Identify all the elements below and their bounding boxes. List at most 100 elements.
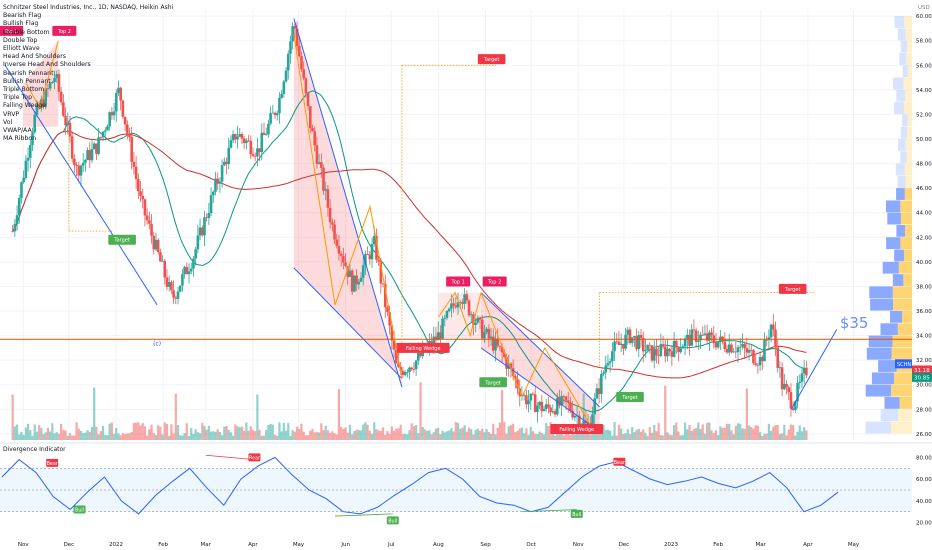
legend-item[interactable]: Bullish Pennant (3, 77, 51, 85)
legend-item[interactable]: Falling Wedge (3, 102, 46, 110)
volume-bar (728, 423, 731, 440)
candle-body (306, 92, 310, 107)
legend-item[interactable]: Bearish Flag (3, 12, 42, 20)
x-tick-label: Nov (18, 542, 29, 548)
candle-body (622, 343, 625, 349)
volume-bar (659, 435, 662, 440)
candle-body (176, 291, 180, 299)
candle-body (170, 282, 173, 291)
candle-body (749, 349, 753, 351)
candle-body (403, 372, 407, 376)
vrvp-bar-down (900, 237, 912, 250)
candle-body (196, 235, 200, 250)
ticker-tag-text: SCHN (897, 362, 911, 368)
legend-item[interactable]: VWAP/AA (3, 127, 32, 135)
y-tick-label: 48.00 (916, 162, 932, 168)
volume-bar (452, 431, 455, 440)
legend-item[interactable]: Triple Top (3, 94, 32, 102)
candle-body (260, 132, 264, 153)
vrvp-bar-down (893, 372, 912, 385)
osc-y-tick-label: 60.00 (916, 477, 932, 483)
candle-body (648, 344, 652, 346)
volume-bar (381, 427, 385, 440)
volume-bar (761, 435, 764, 440)
vrvp-bar-up (897, 175, 906, 188)
x-tick-label: Aug (433, 542, 444, 548)
legend-item[interactable]: Inverse Head And Shoulders (3, 61, 91, 69)
candle-body (474, 322, 477, 325)
legend-item[interactable]: Bullish Flag (3, 20, 39, 28)
candle-body (106, 126, 109, 131)
volume-bar (192, 433, 195, 440)
legend-item[interactable]: Double Bottom (3, 28, 50, 36)
volume-bar (300, 423, 303, 440)
pattern-label-chip (396, 342, 450, 353)
candle-body (555, 397, 559, 415)
volume-bar (781, 433, 784, 440)
candle-body (467, 300, 471, 316)
volume-bar (672, 425, 676, 440)
legend-item[interactable]: Vol (3, 118, 13, 126)
candle-body (253, 155, 257, 157)
volume-bar (772, 426, 775, 440)
candle-body (677, 347, 680, 353)
price-axis[interactable]: USD 60.00 58.00 56.00 54.00 52.00 50.00 48.00 46… (895, 5, 932, 438)
candle-body (174, 297, 178, 299)
volume-bar (57, 433, 61, 440)
x-tick-label: Oct (526, 542, 536, 548)
volume-bar (342, 428, 345, 440)
candle-body (637, 334, 641, 350)
volume-bar (174, 393, 177, 440)
volume-bar (547, 426, 550, 440)
legend-item[interactable]: Elliott Wave (3, 45, 40, 53)
legend-item[interactable]: Bearish Pennant (3, 69, 54, 77)
double-top-fill (438, 292, 481, 338)
vrvp-bar-up (894, 16, 905, 28)
candle-body (286, 53, 290, 71)
candle-body (401, 370, 405, 376)
legend-item[interactable]: VRVP (3, 110, 20, 118)
legend-item[interactable]: Triple Bottom (3, 86, 45, 94)
candle-body (613, 341, 616, 352)
volume-bar (478, 430, 482, 440)
time-axis[interactable]: Nov Dec 2022 Feb Mar Apr May Jun Jul Aug Sep Oct Nov… (18, 542, 860, 548)
volume-bar (265, 429, 268, 440)
candle-body (178, 285, 182, 292)
volume-bar (148, 429, 151, 440)
candle-body (661, 344, 665, 347)
candle-body (465, 294, 469, 301)
vrvp-bar-down (899, 397, 912, 409)
candle-body (262, 132, 266, 135)
pattern-label-chip (479, 377, 507, 388)
volume-bar (637, 428, 640, 440)
candle-body (692, 329, 696, 331)
candle-body (571, 410, 574, 418)
x-tick-label: Dec (619, 542, 630, 548)
vrvp-bar-down (905, 139, 912, 151)
volume-bar (123, 433, 127, 440)
volume-bar (187, 435, 191, 440)
candle-body (763, 339, 766, 362)
candle-body (496, 338, 499, 346)
volume-bar (725, 423, 729, 440)
price-target-annotation: $35 (840, 314, 869, 332)
legend-item[interactable]: Head And Shoulders (3, 53, 66, 61)
volume-bar (115, 428, 118, 440)
volume-bar (117, 433, 120, 440)
candle-body (644, 350, 647, 352)
candle-body (231, 134, 235, 141)
volume-bar (624, 433, 627, 440)
legend-item[interactable]: MA Ribbon (3, 135, 37, 143)
volume-bar (635, 429, 638, 440)
candle-body (445, 311, 449, 318)
volume-bar (421, 426, 424, 440)
candle-body (64, 115, 67, 126)
legend-item[interactable]: Double Top (3, 36, 38, 44)
candle-body (617, 341, 621, 345)
volume-bar (240, 426, 244, 440)
volume-bar (697, 422, 700, 440)
x-tick-label: Sep (480, 542, 491, 548)
candle-body (626, 329, 630, 335)
volume-bar (203, 426, 206, 440)
